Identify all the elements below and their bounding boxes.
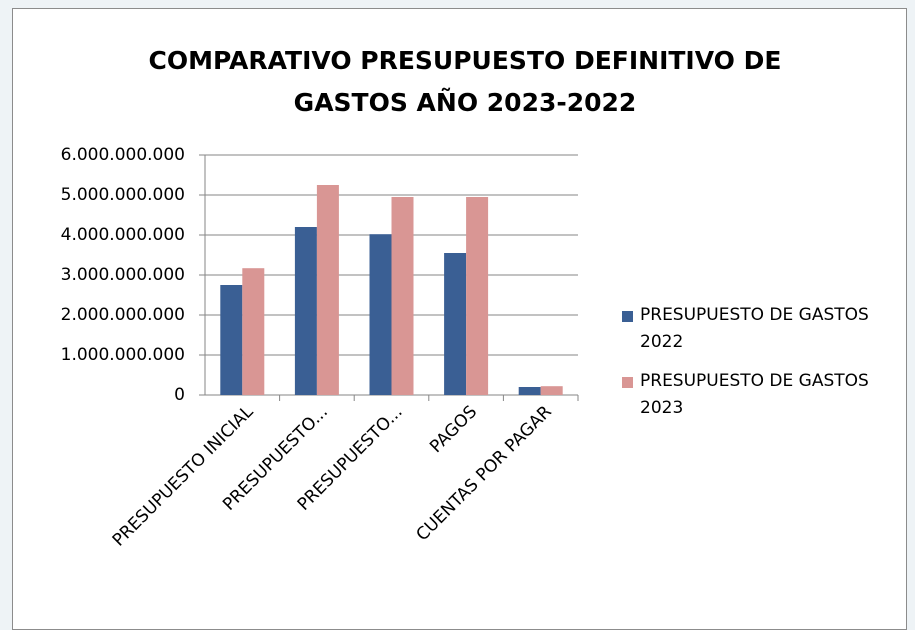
x-tick-label: CUENTAS POR PAGAR: [412, 402, 555, 545]
x-tick-label: PAGOS: [426, 402, 481, 457]
bar: [316, 185, 339, 395]
y-tick-label: 2.000.000.000: [61, 305, 185, 325]
bar: [294, 227, 317, 395]
legend-label: PRESUPUESTO DE GASTOS 2023: [640, 371, 869, 418]
chart-title: GASTOS AÑO 2023-2022: [294, 88, 637, 117]
bar: [540, 386, 563, 395]
legend-item: PRESUPUESTO DE GASTOS 2022: [622, 302, 902, 356]
legend-swatch: [622, 377, 633, 388]
bar: [518, 387, 541, 395]
y-tick-label: 5.000.000.000: [61, 185, 185, 205]
y-tick-label: 4.000.000.000: [61, 225, 185, 245]
bar: [444, 253, 467, 395]
chart-title: COMPARATIVO PRESUPUESTO DEFINITIVO DE: [149, 46, 782, 75]
legend-label: PRESUPUESTO DE GASTOS 2022: [640, 305, 869, 352]
y-tick-label: 6.000.000.000: [61, 145, 185, 165]
legend: PRESUPUESTO DE GASTOS 2022 PRESUPUESTO DE…: [622, 302, 902, 434]
x-tick-label: PRESUPUESTO INICIAL: [109, 402, 258, 551]
legend-swatch: [622, 311, 633, 322]
y-tick-label: 1.000.000.000: [61, 345, 185, 365]
bar: [369, 234, 392, 395]
y-tick-label: 3.000.000.000: [61, 265, 185, 285]
bar: [242, 268, 265, 395]
bar: [220, 285, 243, 395]
bar: [466, 197, 489, 395]
legend-item: PRESUPUESTO DE GASTOS 2023: [622, 368, 902, 422]
bar: [391, 197, 414, 395]
y-tick-label: 0: [174, 385, 185, 405]
